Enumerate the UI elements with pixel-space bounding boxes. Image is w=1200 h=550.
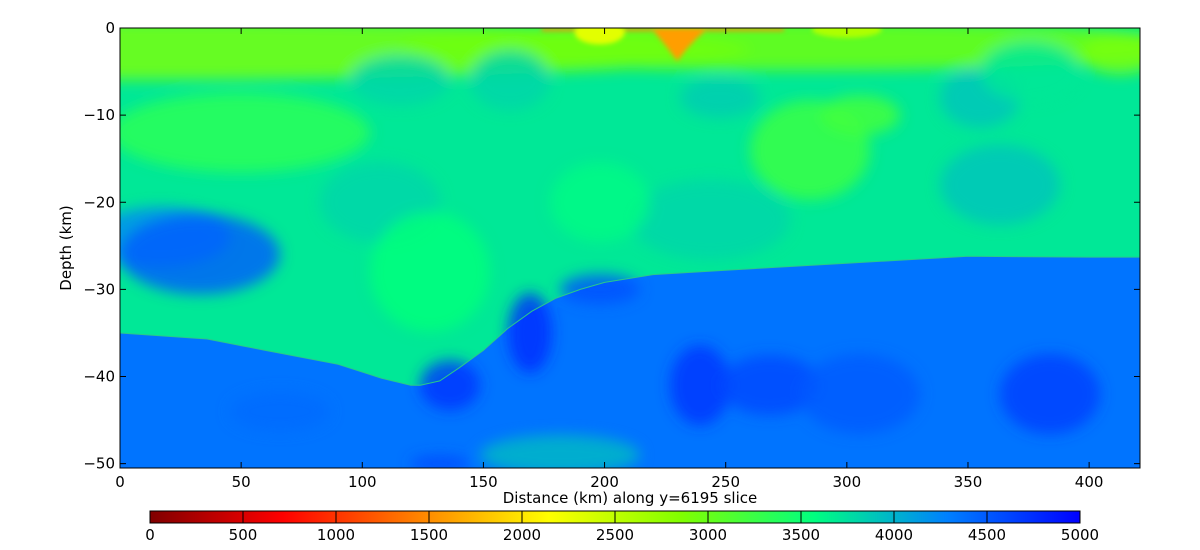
heatmap-plot-area: [120, 28, 1140, 468]
colorbar-tick-label: 5000: [1061, 526, 1099, 544]
colorbar-tick-label: 3500: [782, 526, 820, 544]
x-tick-label: 250: [711, 473, 740, 491]
x-tick-label: 300: [833, 473, 862, 491]
plot-frame: [119, 27, 1141, 469]
y-tick-label: −10: [83, 106, 115, 124]
colorbar-tick-label: 4000: [875, 526, 913, 544]
colorbar-tick-label: 0: [145, 526, 155, 544]
y-tick-label: −20: [83, 193, 115, 211]
x-tick-label: 350: [954, 473, 983, 491]
lower-crust-region: [120, 214, 1140, 468]
x-tick-label: 50: [232, 473, 251, 491]
colorbar-tick-label: 1000: [317, 526, 355, 544]
colorbar-tick-label: 4500: [968, 526, 1006, 544]
x-tick-label: 100: [348, 473, 377, 491]
colorbar-tick-label: 3000: [689, 526, 727, 544]
colorbar-tick-label: 2500: [596, 526, 634, 544]
y-tick-label: −50: [83, 455, 115, 473]
y-tick-label: −40: [83, 368, 115, 386]
colorbar-tick-label: 1500: [410, 526, 448, 544]
x-tick-label: 150: [469, 473, 498, 491]
x-axis-ticks: 0 50 100 150 200 250 300 350 400: [115, 28, 1103, 491]
x-axis-label: Distance (km) along y=6195 slice: [503, 489, 757, 507]
lower-crust-variations: [120, 214, 1100, 468]
y-tick-label: −30: [83, 280, 115, 298]
colorbar-tick-label: 500: [229, 526, 258, 544]
colorbar-ticks: 0 500 1000 1500 2000 2500 3000 3500 4000 4500 5000: [145, 511, 1099, 544]
x-tick-label: 0: [115, 473, 125, 491]
x-tick-label: 200: [590, 473, 619, 491]
y-axis-label: Depth (km): [57, 205, 75, 290]
moho-boundary: [120, 255, 1140, 386]
x-tick-label: 400: [1075, 473, 1104, 491]
y-tick-label: 0: [105, 19, 115, 37]
colorbar-tick-label: 2000: [503, 526, 541, 544]
y-axis-ticks: 0 −10 −20 −30 −40 −50: [83, 19, 1140, 473]
